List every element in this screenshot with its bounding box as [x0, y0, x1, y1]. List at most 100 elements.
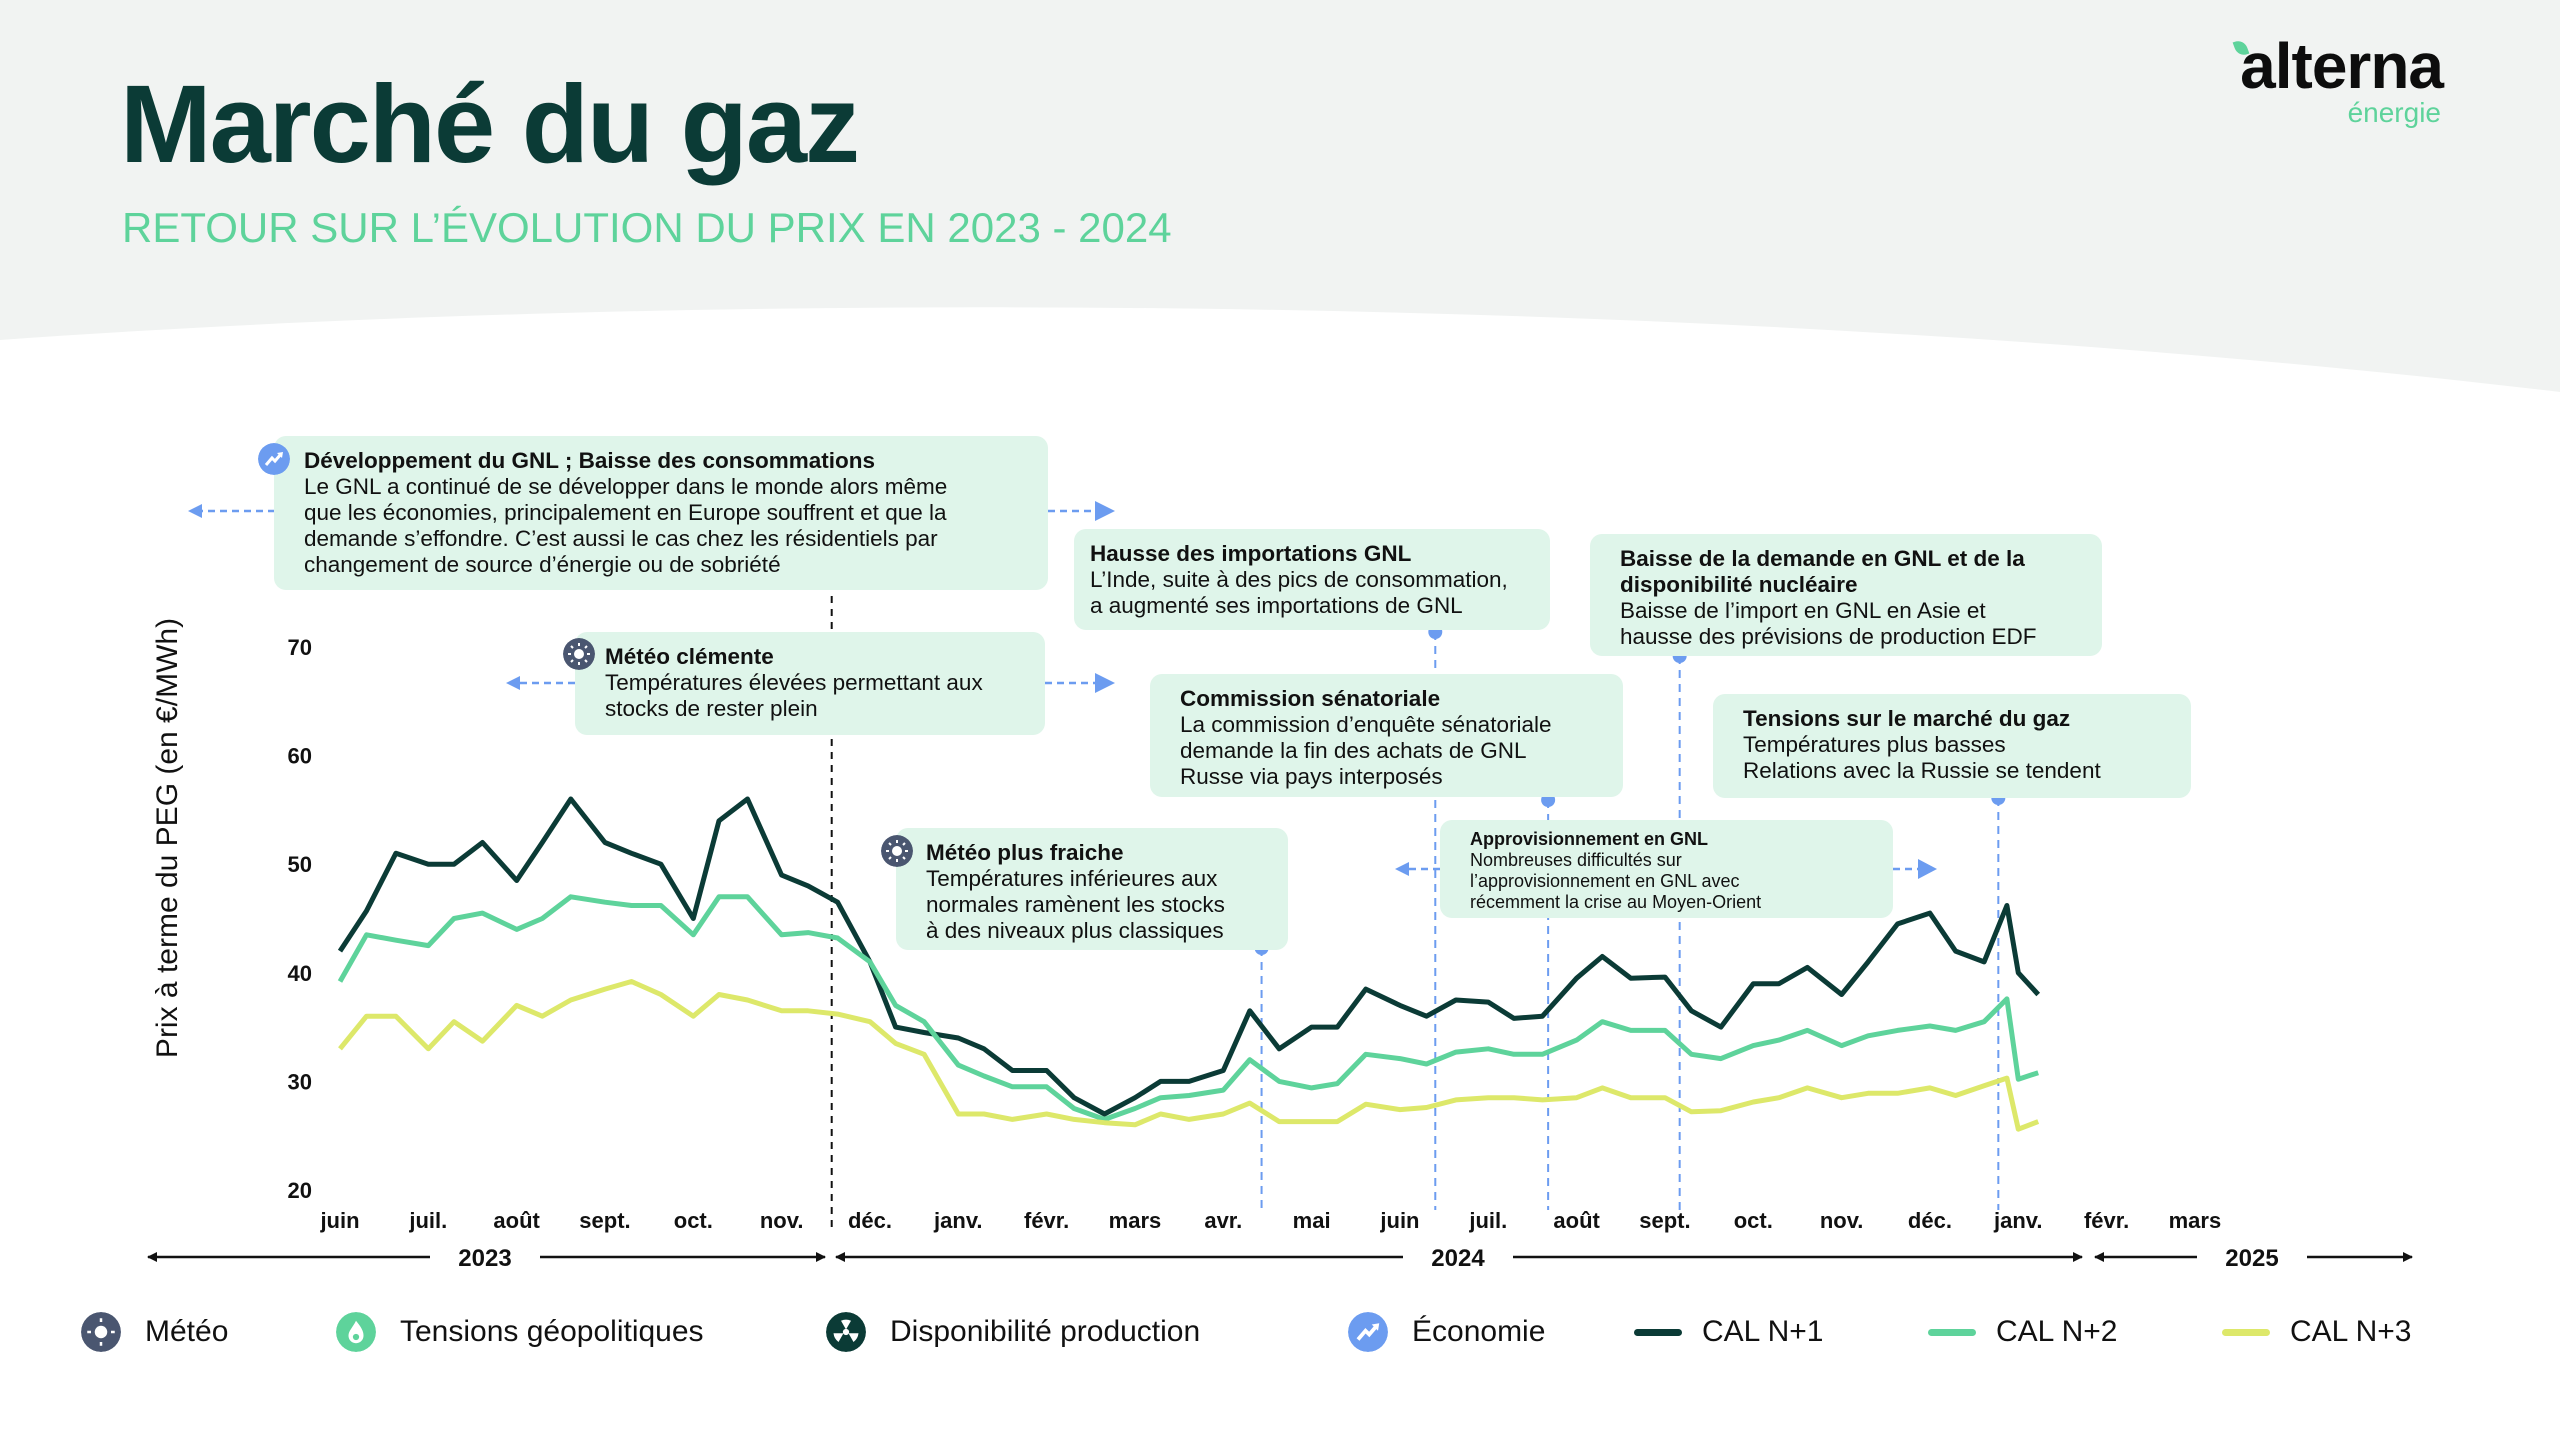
annotation-title: Météo clémente [605, 644, 774, 669]
legend-disponibilite: Disponibilité production [826, 1312, 1200, 1352]
x-tick-label: sept. [1639, 1208, 1690, 1233]
annotation-title: Tensions sur le marché du gaz [1743, 706, 2071, 731]
year-label: 2024 [1431, 1245, 1485, 1272]
legend-cal-n1: CAL N+1 [1634, 1312, 1823, 1352]
y-tick-label: 40 [288, 961, 312, 986]
annotation-line: changement de source d’énergie ou de sob… [304, 552, 781, 577]
annotation-line: à des niveaux plus classiques [926, 918, 1224, 943]
annotation-line: Russe via pays interposés [1180, 764, 1443, 789]
arrow-head-left [188, 504, 202, 518]
x-tick-label: oct. [674, 1208, 713, 1233]
legend-label: Tensions géopolitiques [400, 1315, 704, 1348]
legend-tensions: Tensions géopolitiques [336, 1312, 704, 1352]
legend-label: Économie [1412, 1315, 1546, 1348]
legend-label: CAL N+1 [1702, 1315, 1824, 1348]
x-tick-label: nov. [760, 1208, 804, 1233]
annotation-baisse-demande: Baisse de la demande en GNL et de la dis… [1590, 534, 2102, 656]
annotation-line: récemment la crise au Moyen-Orient [1470, 892, 1762, 912]
year-label: 2025 [2225, 1245, 2278, 1272]
page-title: Marché du gaz [120, 63, 860, 186]
annotation-title: Hausse des importations GNL [1090, 541, 1412, 566]
annotation-meteo-fraiche: Météo plus fraiche Températures inférieu… [896, 828, 1288, 950]
x-tick-label: nov. [1820, 1208, 1864, 1233]
annotation-commission-senatoriale: Commission sénatoriale La commission d’e… [1150, 674, 1623, 797]
annotation-line: La commission d’enquête sénatoriale [1180, 712, 1552, 737]
annotation-line: normales ramènent les stocks [926, 892, 1225, 917]
flame-icon [336, 1312, 376, 1352]
arrow-head-right [1095, 673, 1115, 693]
annotation-tensions-marche: Tensions sur le marché du gaz Températur… [1713, 694, 2191, 798]
annotation-title: Baisse de la demande en GNL et de la dis… [1620, 546, 2025, 597]
legend-swatch [1634, 1328, 1682, 1336]
annotation-title: Météo plus fraiche [926, 840, 1124, 865]
sun-icon [81, 1312, 121, 1352]
x-tick-label: févr. [1024, 1208, 1069, 1233]
annotation-line: Relations avec la Russie se tendent [1743, 758, 2101, 783]
radiation-icon [826, 1312, 866, 1352]
annotation-title: Approvisionnement en GNL [1470, 829, 1709, 849]
annotation-title: Développement du GNL ; Baisse des consom… [304, 448, 875, 473]
y-axis-label: Prix à terme du PEG (en €/MWh) [151, 617, 184, 1059]
arrow-head-left [506, 676, 520, 690]
legend-meteo: Météo [81, 1312, 228, 1352]
x-tick-label: juin [1379, 1208, 1419, 1233]
legend-label: Météo [145, 1315, 229, 1348]
x-tick-label: déc. [848, 1208, 892, 1233]
annotation-title: Commission sénatoriale [1180, 686, 1441, 711]
x-tick-label: févr. [2084, 1208, 2129, 1233]
legend-label: Disponibilité production [890, 1315, 1201, 1348]
x-tick-label: mars [2169, 1208, 2222, 1233]
y-tick-label: 60 [288, 744, 312, 769]
logo-subword: énergie [2347, 97, 2441, 128]
series-line-cal-n-1 [337, 796, 2041, 1117]
annotation-line: Températures plus basses [1743, 732, 2006, 757]
trend-up-icon [258, 443, 290, 475]
annotation-line: stocks de rester plein [605, 696, 818, 721]
arrow-head-left [1395, 862, 1409, 876]
x-tick-label: juin [319, 1208, 359, 1233]
logo-word: alterna [2240, 30, 2444, 102]
trend-up-icon [1348, 1312, 1388, 1352]
legend-cal-n3: CAL N+3 [2222, 1312, 2411, 1352]
annotation-line: Nombreuses difficultés sur [1470, 850, 1682, 870]
x-tick-label: oct. [1734, 1208, 1773, 1233]
x-tick-label: juil. [408, 1208, 447, 1233]
legend-swatch [2222, 1328, 2270, 1336]
series-line-cal-n-3 [338, 979, 2040, 1132]
x-tick-label: juil. [1468, 1208, 1507, 1233]
x-tick-label: août [493, 1208, 540, 1233]
year-label: 2023 [458, 1245, 511, 1272]
x-tick-label: déc. [1908, 1208, 1952, 1233]
annotation-hausse-importations: Hausse des importations GNL L’Inde, suit… [1074, 529, 1550, 630]
annotation-line: l’approvisionnement en GNL avec [1470, 871, 1740, 891]
arrow-head-right [1918, 859, 1937, 879]
series-line-cal-n-2 [337, 894, 2039, 1122]
annotation-line: Températures élevées permettant aux [605, 670, 983, 695]
page-subtitle: RETOUR SUR L’ÉVOLUTION DU PRIX EN 2023 -… [122, 204, 1172, 251]
annotation-line: demande s’effondre. C’est aussi le cas c… [304, 526, 938, 551]
x-tick-label: janv. [1993, 1208, 2043, 1233]
annotation-line: que les économies, principalement en Eur… [304, 500, 947, 525]
legend-label: CAL N+2 [1996, 1315, 2118, 1348]
x-tick-label: mars [1109, 1208, 1162, 1233]
y-tick-label: 30 [288, 1069, 312, 1094]
annotation-line: demande la fin des achats de GNL [1180, 738, 1527, 763]
sun-icon [563, 638, 595, 670]
period-arrows [188, 501, 1937, 879]
x-tick-label: août [1553, 1208, 1600, 1233]
annotation-gnl-development: Développement du GNL ; Baisse des consom… [274, 436, 1048, 590]
annotation-line: L’Inde, suite à des pics de consommation… [1090, 567, 1508, 592]
arrow-head-right [1095, 501, 1115, 521]
alterna-logo: alterna énergie [2228, 30, 2444, 132]
y-tick-label: 70 [288, 635, 312, 660]
annotation-line: hausse des prévisions de production EDF [1620, 624, 2037, 649]
x-tick-label: sept. [579, 1208, 630, 1233]
legend-economie: Économie [1348, 1312, 1545, 1352]
annotation-meteo-clemente: Météo clémente Températures élevées perm… [575, 632, 1045, 735]
x-tick-label: mai [1293, 1208, 1331, 1233]
annotation-line: Le GNL a continué de se développer dans … [304, 474, 948, 499]
legend-swatch [1928, 1328, 1976, 1336]
y-tick-label: 20 [288, 1178, 312, 1203]
y-tick-label: 50 [288, 852, 312, 877]
annotation-line: Baisse de l’import en GNL en Asie et [1620, 598, 1986, 623]
